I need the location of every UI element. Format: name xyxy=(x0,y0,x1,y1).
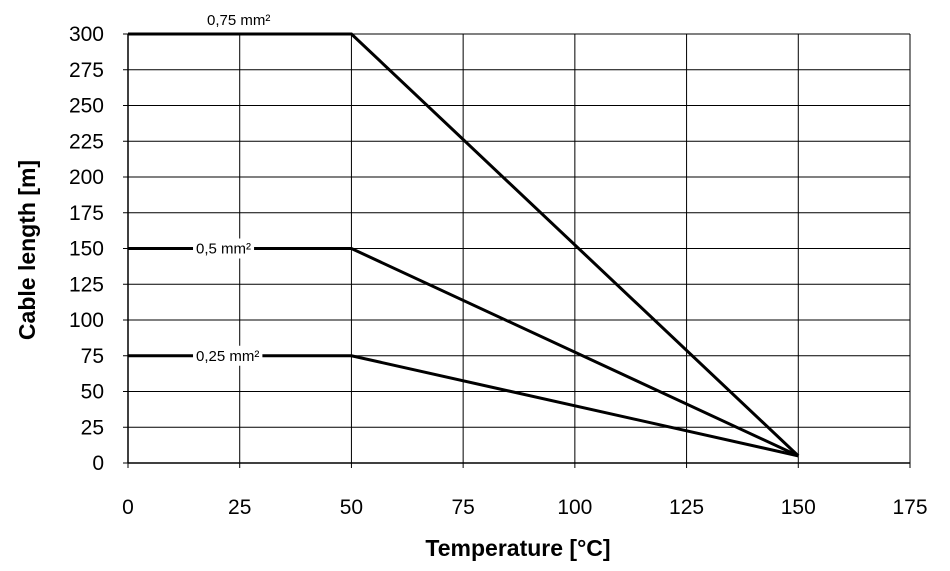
y-tick-label: 150 xyxy=(69,238,104,261)
series-label-background xyxy=(193,345,263,366)
y-tick-label: 250 xyxy=(69,95,104,118)
series-label-2: 0,5 mm² xyxy=(196,241,251,258)
x-axis-title: Temperature [°C] xyxy=(425,535,610,561)
y-tick-label: 100 xyxy=(69,309,104,332)
x-tick-label: 175 xyxy=(892,496,927,519)
y-tick-label: 275 xyxy=(69,59,104,82)
y-tick-label: 0 xyxy=(92,452,104,475)
tick-labels: 0 25 50 75 100 125 150 175 200 225 250 275 300 0 25 50 7… xyxy=(69,23,928,519)
series-label-background xyxy=(193,238,255,259)
y-tick-label: 225 xyxy=(69,130,104,153)
x-tick-label: 75 xyxy=(451,496,474,519)
series-label-3: 0,25 mm² xyxy=(196,348,259,365)
x-tick-label: 125 xyxy=(669,496,704,519)
x-tick-label: 25 xyxy=(228,496,251,519)
y-tick-label: 175 xyxy=(69,202,104,225)
y-tick-label: 300 xyxy=(69,23,104,46)
y-tick-label: 125 xyxy=(69,273,104,296)
x-tick-label: 0 xyxy=(122,496,134,519)
series-labels: 0,75 mm² 0,5 mm² 0,25 mm² xyxy=(193,12,270,366)
y-tick-label: 25 xyxy=(81,416,104,439)
x-tick-label: 100 xyxy=(557,496,592,519)
y-axis-title: Cable length [m] xyxy=(14,160,40,340)
y-tick-label: 50 xyxy=(81,381,104,404)
series-line-1 xyxy=(128,32,800,457)
series-label-1: 0,75 mm² xyxy=(207,12,270,29)
y-tick-label: 200 xyxy=(69,166,104,189)
x-tick-label: 150 xyxy=(781,496,816,519)
x-tick-label: 50 xyxy=(340,496,363,519)
y-tick-label: 75 xyxy=(81,345,104,368)
